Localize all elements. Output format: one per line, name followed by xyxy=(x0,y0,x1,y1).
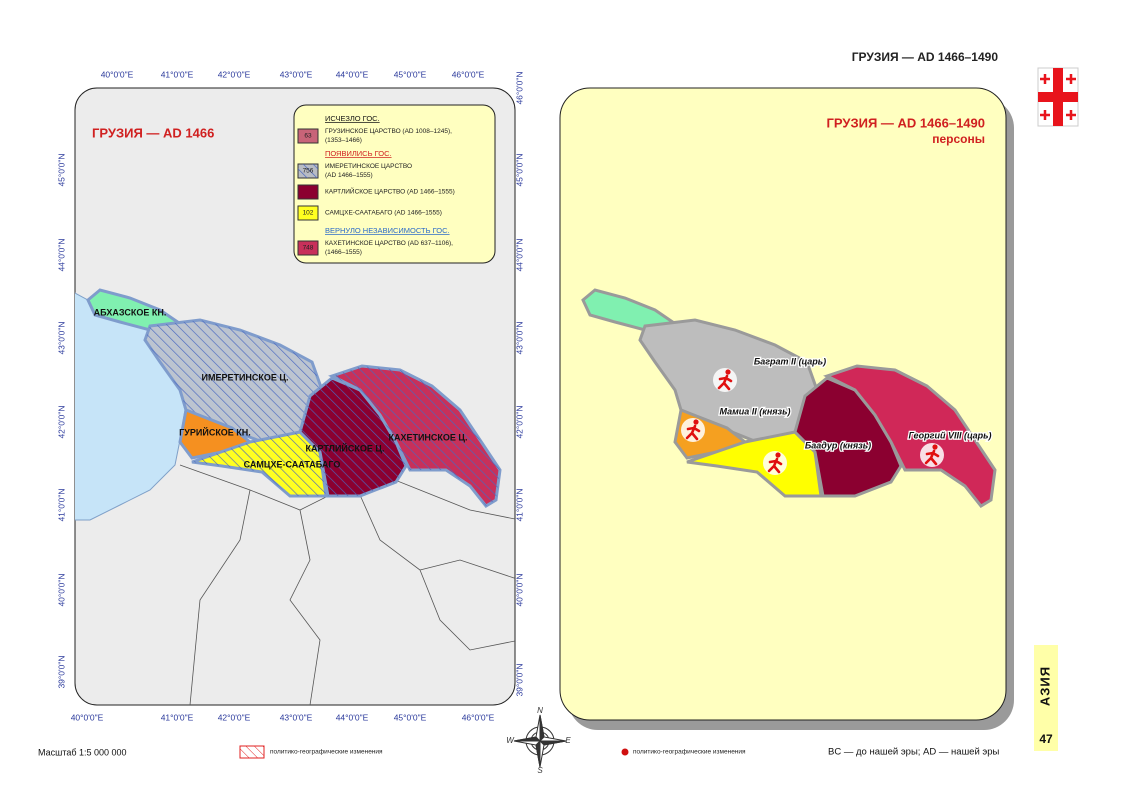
legend-code: 63 xyxy=(304,133,312,140)
era-note: BC — до нашей эры; AD — нашей эры xyxy=(828,747,1000,758)
legend-heading: ИСЧЕЗЛО ГОС. xyxy=(325,114,380,123)
latitude-label: 45°0'0"N xyxy=(56,153,66,186)
region-label: КАХЕТИНСКОЕ Ц. xyxy=(388,432,467,442)
person-icon xyxy=(681,418,705,442)
page-tab xyxy=(1034,727,1058,751)
person-icon xyxy=(920,443,944,467)
map-title: ГРУЗИЯ — AD 1466–1490 xyxy=(827,115,985,130)
legend-dot xyxy=(621,748,629,756)
region-hatch xyxy=(192,432,326,496)
scale: Масштаб 1:5 000 000 xyxy=(38,747,127,757)
longitude-label: 45°0'0"E xyxy=(394,712,427,722)
icon-head xyxy=(725,369,731,375)
longitude-label: 41°0'0"E xyxy=(161,69,194,79)
legend-code: 748 xyxy=(303,245,314,252)
person-label: Баадур (князь) xyxy=(805,440,871,450)
longitude-label: 42°0'0"E xyxy=(218,712,251,722)
longitude-label: 44°0'0"E xyxy=(336,712,369,722)
region-hatch xyxy=(332,366,500,506)
latitude-label: 42°0'0"N xyxy=(56,405,66,438)
longitude-label: 46°0'0"E xyxy=(462,712,495,722)
latitude-label: 40°0'0"N xyxy=(56,573,66,606)
region-label: КАРТЛИЙСКОЕ Ц. xyxy=(306,442,385,453)
compass-letter: N xyxy=(537,706,543,715)
legend-swatch xyxy=(297,205,319,221)
latitude-label: 45°0'0"N xyxy=(514,153,524,186)
latitude-label: 44°0'0"N xyxy=(514,238,524,271)
page-number: 47 xyxy=(1039,732,1053,746)
section-tab xyxy=(1034,645,1058,727)
compass-letter: S xyxy=(537,766,543,775)
map-title: ГРУЗИЯ — AD 1466 xyxy=(92,125,214,140)
longitude-label: 44°0'0"E xyxy=(336,69,369,79)
longitude-label: 42°0'0"E xyxy=(218,69,251,79)
legend-hatch xyxy=(298,164,318,178)
person-icon xyxy=(763,451,787,475)
region-label: САМЦХЕ-СААТАБАГО xyxy=(244,459,341,469)
latitude-label: 46°0'0"N xyxy=(514,71,524,104)
longitude-label: 43°0'0"E xyxy=(280,69,313,79)
icon-body xyxy=(924,449,940,466)
icon-body xyxy=(767,457,783,474)
legend-heading: ВЕРНУЛО НЕЗАВИСИМОСТЬ ГОС. xyxy=(325,226,450,235)
latitude-label: 41°0'0"N xyxy=(56,488,66,521)
legend-text: ИМЕРЕТИНСКОЕ ЦАРСТВО xyxy=(325,163,412,170)
icon-head xyxy=(932,444,938,450)
legend-box xyxy=(293,104,496,264)
region xyxy=(823,364,997,508)
longitude-label: 41°0'0"E xyxy=(161,712,194,722)
icon-head xyxy=(693,419,699,425)
longitude-label: 45°0'0"E xyxy=(394,69,427,79)
latitude-label: 39°0'0"N xyxy=(56,655,66,688)
latitude-label: 44°0'0"N xyxy=(56,238,66,271)
latitude-label: 43°0'0"N xyxy=(56,321,66,354)
legend-text: КАРТЛИЙСКОЕ ЦАРСТВО (AD 1466–1555) xyxy=(325,187,455,196)
legend-text: политико-географические изменения xyxy=(270,749,383,756)
legend-text: (AD 1466–1555) xyxy=(325,172,373,179)
compass-letter: E xyxy=(565,736,571,745)
icon-body xyxy=(685,424,701,441)
legend-text: ГРУЗИНСКОЕ ЦАРСТВО (AD 1008–1245), xyxy=(325,128,452,135)
georgian-flag xyxy=(1037,67,1079,127)
page-title: ГРУЗИЯ — AD 1466–1490 xyxy=(852,50,999,64)
section-label: АЗИЯ xyxy=(1037,666,1052,706)
latitude-label: 40°0'0"N xyxy=(514,573,524,606)
latitude-label: 41°0'0"N xyxy=(514,488,524,521)
person-icon xyxy=(713,368,737,392)
longitude-label: 46°0'0"E xyxy=(452,69,485,79)
legend-text: КАХЕТИНСКОЕ ЦАРСТВО (AD 637–1106), xyxy=(325,240,453,247)
region-label: ИМЕРЕТИНСКОЕ Ц. xyxy=(201,372,288,382)
region-label: АБХАЗСКОЕ КН. xyxy=(94,307,167,317)
legend-text: политико-географические изменения xyxy=(633,749,746,756)
latitude-label: 39°0'0"N xyxy=(514,663,524,696)
longitude-label: 40°0'0"E xyxy=(101,69,134,79)
legend-text: (1466–1555) xyxy=(325,249,362,256)
icon-body xyxy=(717,374,733,391)
compass-rose xyxy=(513,714,567,768)
person-label: Георгий VIII (царь) xyxy=(908,430,991,440)
icon-head xyxy=(775,452,781,458)
latitude-label: 43°0'0"N xyxy=(514,321,524,354)
latitude-label: 42°0'0"N xyxy=(514,405,524,438)
legend-heading: ПОЯВИЛИСЬ ГОС. xyxy=(325,149,392,158)
region-hatch xyxy=(300,378,406,496)
legend-swatch xyxy=(297,128,319,144)
legend-swatch xyxy=(297,240,319,256)
longitude-label: 40°0'0"E xyxy=(71,712,104,722)
region-label: ГУРИЙСКОЕ КН. xyxy=(179,426,251,437)
region xyxy=(686,430,823,498)
legend-swatch xyxy=(297,184,319,200)
person-label: Мамиа II (князь) xyxy=(719,406,790,416)
region-hatch xyxy=(145,320,322,442)
longitude-label: 43°0'0"E xyxy=(280,712,313,722)
person-label: Баграт II (царь) xyxy=(754,356,826,366)
legend-code: 756 xyxy=(303,168,314,175)
compass-letter: W xyxy=(506,736,515,745)
legend-swatch xyxy=(239,745,265,759)
legend-text: САМЦХЕ-СААТАБАГО (AD 1466–1555) xyxy=(325,210,442,217)
legend-code: 102 xyxy=(303,210,314,217)
legend-text: (1353–1466) xyxy=(325,137,362,144)
map-subtitle: персоны xyxy=(932,132,985,146)
